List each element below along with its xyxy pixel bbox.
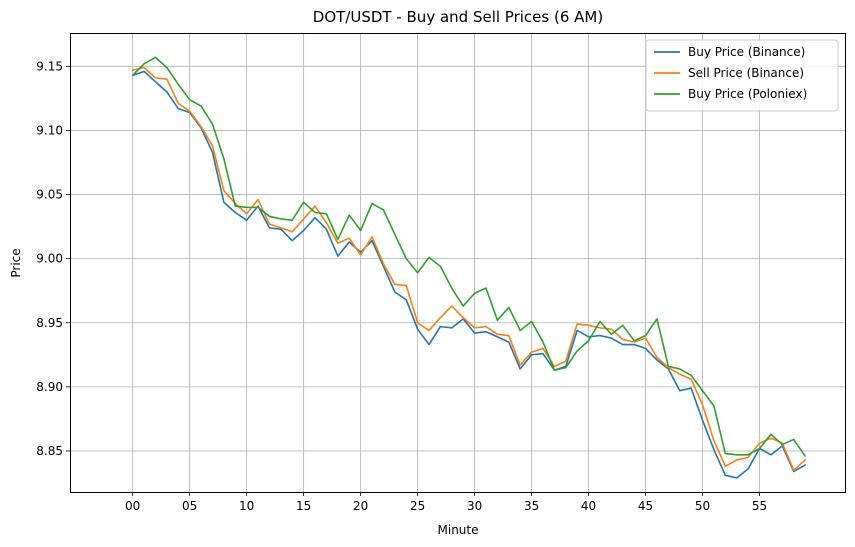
y-tick-label: 9.00 <box>36 252 63 266</box>
y-tick-label: 9.05 <box>36 188 63 202</box>
series-layer <box>131 56 806 479</box>
x-tick-label: 45 <box>638 499 653 513</box>
x-tick-label: 30 <box>467 499 482 513</box>
x-tick-label: 35 <box>524 499 539 513</box>
y-tick-label: 9.10 <box>36 123 63 137</box>
x-axis-label: Minute <box>438 523 479 537</box>
x-tick-label: 50 <box>695 499 710 513</box>
x-tick-label: 55 <box>752 499 767 513</box>
series-line-2 <box>131 66 806 472</box>
x-tick-label: 25 <box>410 499 425 513</box>
plot-frame <box>70 33 846 493</box>
y-axis: 8.85 8.90 8.95 9.00 9.05 9.10 9.15 <box>36 59 70 458</box>
x-tick-label: 05 <box>182 499 197 513</box>
legend-box <box>645 39 839 112</box>
x-tick-label: 00 <box>125 499 140 513</box>
y-tick-label: 8.90 <box>36 380 63 394</box>
legend-label: Buy Price (Binance) <box>688 45 805 59</box>
y-tick-label: 8.95 <box>36 316 63 330</box>
series-line-1 <box>131 70 806 479</box>
y-axis-label: Price <box>9 248 23 277</box>
x-tick-label: 20 <box>353 499 368 513</box>
series-line-3 <box>131 56 806 457</box>
legend: Buy Price (Binance) Sell Price (Binance) B… <box>645 39 839 112</box>
x-axis: 00 05 10 15 20 25 30 35 40 45 50 55 <box>125 492 767 513</box>
x-tick-label: 10 <box>239 499 254 513</box>
x-tick-label: 15 <box>296 499 311 513</box>
legend-label: Sell Price (Binance) <box>688 66 804 80</box>
x-tick-label: 40 <box>581 499 596 513</box>
y-tick-label: 9.15 <box>36 59 63 73</box>
legend-label: Buy Price (Poloniex) <box>688 87 807 101</box>
chart-title: DOT/USDT - Buy and Sell Prices (6 AM) <box>313 8 603 26</box>
y-tick-label: 8.85 <box>36 444 63 458</box>
